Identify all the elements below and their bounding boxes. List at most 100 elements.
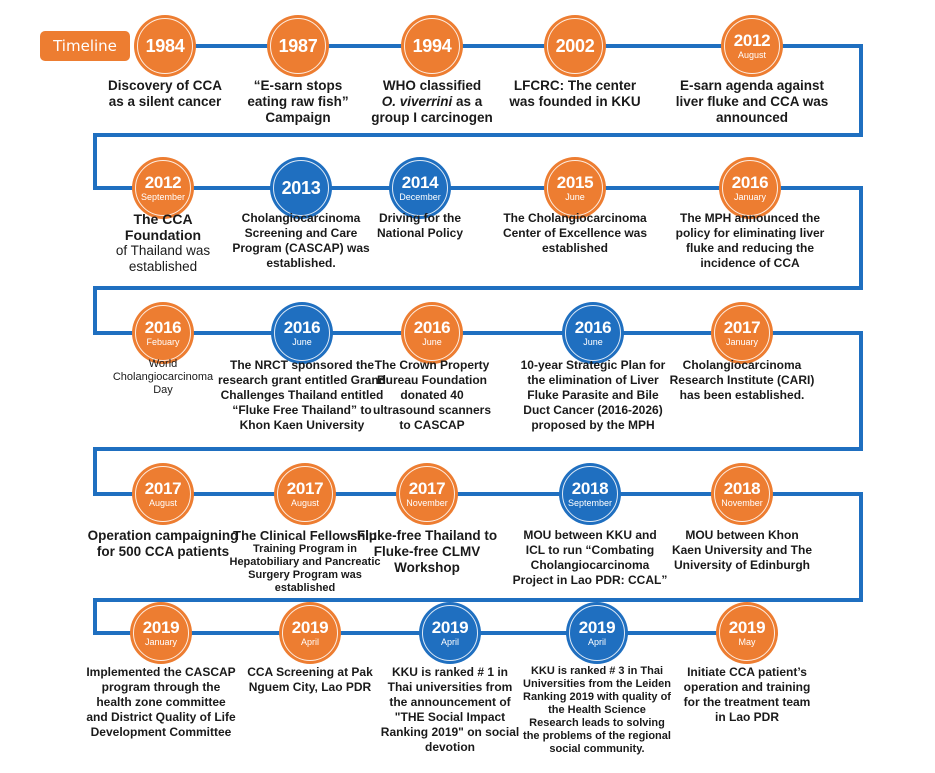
milestone-description: E-sarn agenda against liver fluke and CCA… bbox=[662, 78, 842, 126]
milestone-year: 2002 bbox=[555, 35, 595, 56]
milestone-description: Cholangiocarcinoma Screening and Care Prog… bbox=[211, 211, 391, 271]
description-line: “Fluke Free Thailand” to bbox=[232, 403, 372, 417]
description-line: The Cholangiocarcinoma bbox=[503, 211, 647, 225]
description-line: has been established. bbox=[679, 388, 805, 402]
milestone-month: January bbox=[725, 337, 759, 347]
milestone-circle: 2019 May bbox=[716, 602, 778, 664]
description-line: The NRCT sponsored the bbox=[229, 358, 374, 372]
milestone-year: 2018 bbox=[723, 479, 761, 498]
description-line: Fluke Parasite and Bile bbox=[527, 388, 659, 402]
description-line: Surgery Program was bbox=[248, 569, 362, 581]
milestone-month: December bbox=[399, 192, 441, 202]
timeline-title: Timeline bbox=[53, 37, 117, 55]
description-line: CCA Screening at Pak bbox=[247, 665, 373, 679]
milestone-circle: 2016 January bbox=[719, 157, 781, 219]
timeline-title-badge: Timeline bbox=[40, 31, 130, 61]
milestone-circle: 2019 April bbox=[566, 602, 628, 664]
description-line: ICL to run “Combating bbox=[525, 543, 655, 557]
description-line: National Policy bbox=[376, 226, 464, 240]
description-line: World bbox=[148, 358, 178, 370]
description-line: Program (CASCAP) was bbox=[232, 241, 370, 255]
milestone-month: June bbox=[292, 337, 312, 347]
description-line: of Thailand was bbox=[115, 243, 211, 258]
description-line: Khon Kaen University bbox=[239, 418, 365, 432]
milestone-year: 1987 bbox=[278, 35, 318, 56]
description-line: Duct Cancer (2016-2026) bbox=[523, 403, 663, 417]
milestone-month: June bbox=[565, 192, 585, 202]
description-line: Project in Lao PDR: CCAL” bbox=[512, 573, 668, 587]
description-line: "THE Social Impact bbox=[394, 710, 506, 724]
milestone-description: CCA Screening at Pak Nguem City, Lao PDR bbox=[220, 665, 400, 695]
description-line: research grant entitled Grand bbox=[217, 373, 387, 387]
description-line: eating raw fish” bbox=[247, 94, 349, 109]
description-line: MOU between KKU and bbox=[523, 528, 657, 542]
milestone-circle: 2016 June bbox=[562, 302, 624, 364]
milestone-circle: 2016 June bbox=[271, 302, 333, 364]
milestone-circle: 1987 bbox=[267, 15, 329, 77]
milestone-description: MOU between KKU and ICL to run “Combating… bbox=[500, 528, 680, 588]
description-line: E-sarn agenda against bbox=[679, 78, 825, 93]
description-line: Thai universities from bbox=[387, 680, 513, 694]
milestone-circle: 2017 August bbox=[274, 463, 336, 525]
description-line: liver fluke and CCA was bbox=[675, 94, 829, 109]
description-line: Research Institute (CARI) bbox=[669, 373, 815, 387]
milestone-description: Cholangiocarcinoma Research Institute (CA… bbox=[652, 358, 832, 403]
description-line: The Crown Property bbox=[374, 358, 490, 372]
description-line: the Health Science bbox=[548, 704, 646, 716]
milestone-year: 2012 bbox=[733, 31, 771, 50]
milestone-year: 2017 bbox=[723, 318, 761, 337]
milestone-year: 2019 bbox=[291, 618, 329, 637]
description-line: for 500 CCA patients bbox=[96, 544, 230, 559]
milestone-circle: 2017 August bbox=[132, 463, 194, 525]
description-line: Nguem City, Lao PDR bbox=[248, 680, 372, 694]
milestone-description: WHO classified O. viverrini as a group I c… bbox=[342, 78, 522, 126]
description-line: Hepatobiliary and Pancreatic bbox=[229, 556, 381, 568]
milestone-year: 2019 bbox=[431, 618, 469, 637]
description-line: the problems of the regional bbox=[523, 730, 671, 742]
milestone-month: June bbox=[422, 337, 442, 347]
milestone-month: September bbox=[140, 192, 186, 202]
description-line: Research leads to solving bbox=[529, 717, 665, 729]
description-line: Cholangiocarcinoma bbox=[530, 558, 650, 572]
milestone-year: 2016 bbox=[413, 318, 451, 337]
milestone-year: 2019 bbox=[142, 618, 180, 637]
description-line: health zone committee bbox=[96, 695, 226, 709]
milestone-description: MOU between Khon Kaen University and The U… bbox=[652, 528, 832, 573]
milestone-description: KKU is ranked # 1 in Thai universities fr… bbox=[360, 665, 540, 755]
milestone-description: KKU is ranked # 3 in Thai Universities fr… bbox=[507, 665, 687, 756]
description-line: incidence of CCA bbox=[700, 256, 800, 270]
milestone-circle: 2018 September bbox=[559, 463, 621, 525]
milestone-year: 2015 bbox=[556, 173, 594, 192]
milestone-month: April bbox=[587, 637, 606, 647]
milestone-circle: 2012 August bbox=[721, 15, 783, 77]
milestone-month: June bbox=[583, 337, 603, 347]
description-line: program through the bbox=[101, 680, 221, 694]
milestone-circle: 2019 April bbox=[419, 602, 481, 664]
milestone-circle: 1994 bbox=[401, 15, 463, 77]
description-line: 10-year Strategic Plan for bbox=[520, 358, 666, 372]
milestone-circle: 2012 September bbox=[132, 157, 194, 219]
milestone-year: 2014 bbox=[401, 173, 439, 192]
milestone-month: September bbox=[567, 498, 613, 508]
milestone-year: 2017 bbox=[286, 479, 324, 498]
description-line: Fluke-free CLMV bbox=[373, 544, 481, 559]
description-line: to CASCAP bbox=[399, 418, 465, 432]
description-line: the announcement of bbox=[389, 695, 511, 709]
description-line: Ranking 2019 with quality of bbox=[523, 691, 671, 703]
description-line: policy for eliminating liver bbox=[675, 226, 825, 240]
milestone-month: Febuary bbox=[146, 337, 180, 347]
milestone-description: World Cholangiocarcinoma Day bbox=[73, 358, 253, 397]
milestone-description: “E-sarn stops eating raw fish” Campaign bbox=[208, 78, 388, 126]
description-line: proposed by the MPH bbox=[531, 418, 655, 432]
milestone-circle: 2018 November bbox=[711, 463, 773, 525]
description-line: Challenges Thailand entitled bbox=[220, 388, 384, 402]
description-line: Kaen University and The bbox=[671, 543, 813, 557]
milestone-circle: 2016 June bbox=[401, 302, 463, 364]
milestone-circle: 2015 June bbox=[544, 157, 606, 219]
description-line: Screening and Care bbox=[244, 226, 358, 240]
description-line: MOU between Khon bbox=[685, 528, 799, 542]
milestone-description: Discovery of CCA as a silent cancer bbox=[75, 78, 255, 110]
description-line: established. bbox=[266, 256, 336, 270]
description-line: KKU is ranked # 3 in Thai bbox=[530, 665, 664, 677]
milestone-year: 2019 bbox=[728, 618, 766, 637]
